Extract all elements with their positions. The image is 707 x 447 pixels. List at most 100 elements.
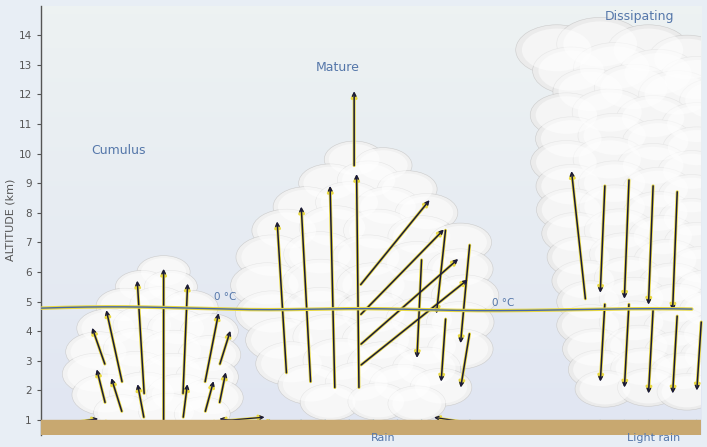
Circle shape: [283, 367, 339, 401]
Circle shape: [415, 371, 467, 404]
Circle shape: [134, 289, 183, 320]
Circle shape: [130, 287, 188, 322]
Circle shape: [288, 263, 352, 302]
Text: Mature: Mature: [315, 61, 359, 74]
Circle shape: [144, 270, 197, 303]
Circle shape: [338, 238, 399, 276]
Circle shape: [180, 313, 238, 349]
Circle shape: [298, 164, 361, 202]
Circle shape: [235, 291, 309, 336]
Circle shape: [392, 388, 441, 419]
Circle shape: [115, 270, 168, 303]
Circle shape: [624, 191, 693, 234]
Circle shape: [600, 301, 669, 344]
Circle shape: [648, 311, 706, 346]
Circle shape: [665, 60, 707, 99]
Circle shape: [284, 232, 357, 277]
Circle shape: [100, 291, 150, 321]
Circle shape: [305, 387, 356, 418]
Circle shape: [252, 209, 322, 252]
Circle shape: [600, 68, 667, 109]
Circle shape: [428, 329, 493, 369]
Circle shape: [648, 35, 707, 83]
Circle shape: [378, 171, 437, 207]
Circle shape: [617, 368, 679, 406]
Circle shape: [679, 273, 707, 306]
Circle shape: [98, 397, 147, 428]
Circle shape: [638, 71, 707, 118]
Circle shape: [547, 215, 605, 251]
Circle shape: [293, 314, 367, 360]
Circle shape: [305, 209, 366, 246]
Circle shape: [595, 236, 654, 272]
Circle shape: [77, 377, 134, 412]
Circle shape: [670, 246, 707, 286]
Circle shape: [684, 294, 707, 327]
Circle shape: [392, 347, 461, 389]
Circle shape: [658, 151, 707, 192]
Text: Cumulus: Cumulus: [91, 143, 146, 156]
Circle shape: [392, 325, 461, 367]
Circle shape: [663, 177, 707, 212]
Circle shape: [584, 209, 655, 252]
Circle shape: [387, 245, 447, 282]
Circle shape: [81, 312, 135, 345]
Circle shape: [325, 362, 392, 404]
Circle shape: [595, 257, 664, 299]
Circle shape: [257, 212, 316, 249]
Circle shape: [320, 185, 378, 220]
Circle shape: [552, 240, 609, 275]
Circle shape: [141, 258, 186, 286]
Circle shape: [680, 337, 707, 375]
Circle shape: [386, 297, 457, 341]
Circle shape: [397, 350, 455, 386]
Circle shape: [628, 171, 688, 207]
Circle shape: [245, 318, 318, 362]
Y-axis label: ALTITUDE (km): ALTITUDE (km): [6, 179, 16, 261]
Circle shape: [388, 216, 455, 257]
Circle shape: [342, 294, 404, 333]
Circle shape: [584, 164, 645, 202]
Circle shape: [337, 263, 410, 308]
Circle shape: [143, 396, 194, 427]
Circle shape: [288, 291, 352, 330]
Circle shape: [645, 74, 707, 114]
Circle shape: [638, 263, 706, 304]
Circle shape: [563, 21, 637, 67]
Circle shape: [433, 252, 488, 286]
Text: Rain: Rain: [370, 433, 395, 443]
Circle shape: [303, 167, 356, 199]
Circle shape: [535, 117, 607, 160]
Circle shape: [562, 284, 619, 319]
Circle shape: [572, 89, 648, 135]
Circle shape: [183, 338, 236, 371]
Circle shape: [342, 266, 404, 304]
Circle shape: [137, 256, 190, 288]
Circle shape: [117, 309, 171, 342]
Circle shape: [358, 150, 408, 181]
Circle shape: [573, 42, 655, 93]
Circle shape: [178, 336, 241, 374]
Circle shape: [146, 333, 201, 367]
Circle shape: [584, 188, 645, 225]
Circle shape: [644, 266, 701, 301]
Circle shape: [578, 161, 651, 205]
Circle shape: [395, 194, 458, 232]
Circle shape: [348, 321, 409, 359]
Circle shape: [685, 340, 707, 372]
Circle shape: [337, 161, 400, 199]
Circle shape: [679, 291, 707, 330]
Circle shape: [433, 226, 487, 259]
Circle shape: [96, 288, 154, 324]
Circle shape: [629, 194, 687, 231]
Circle shape: [431, 304, 489, 340]
Circle shape: [600, 260, 659, 296]
Circle shape: [119, 273, 165, 300]
Circle shape: [386, 269, 457, 313]
Circle shape: [583, 117, 645, 155]
Circle shape: [611, 348, 677, 388]
Circle shape: [175, 358, 238, 396]
Circle shape: [590, 233, 659, 275]
Circle shape: [659, 198, 707, 239]
Circle shape: [536, 144, 597, 181]
